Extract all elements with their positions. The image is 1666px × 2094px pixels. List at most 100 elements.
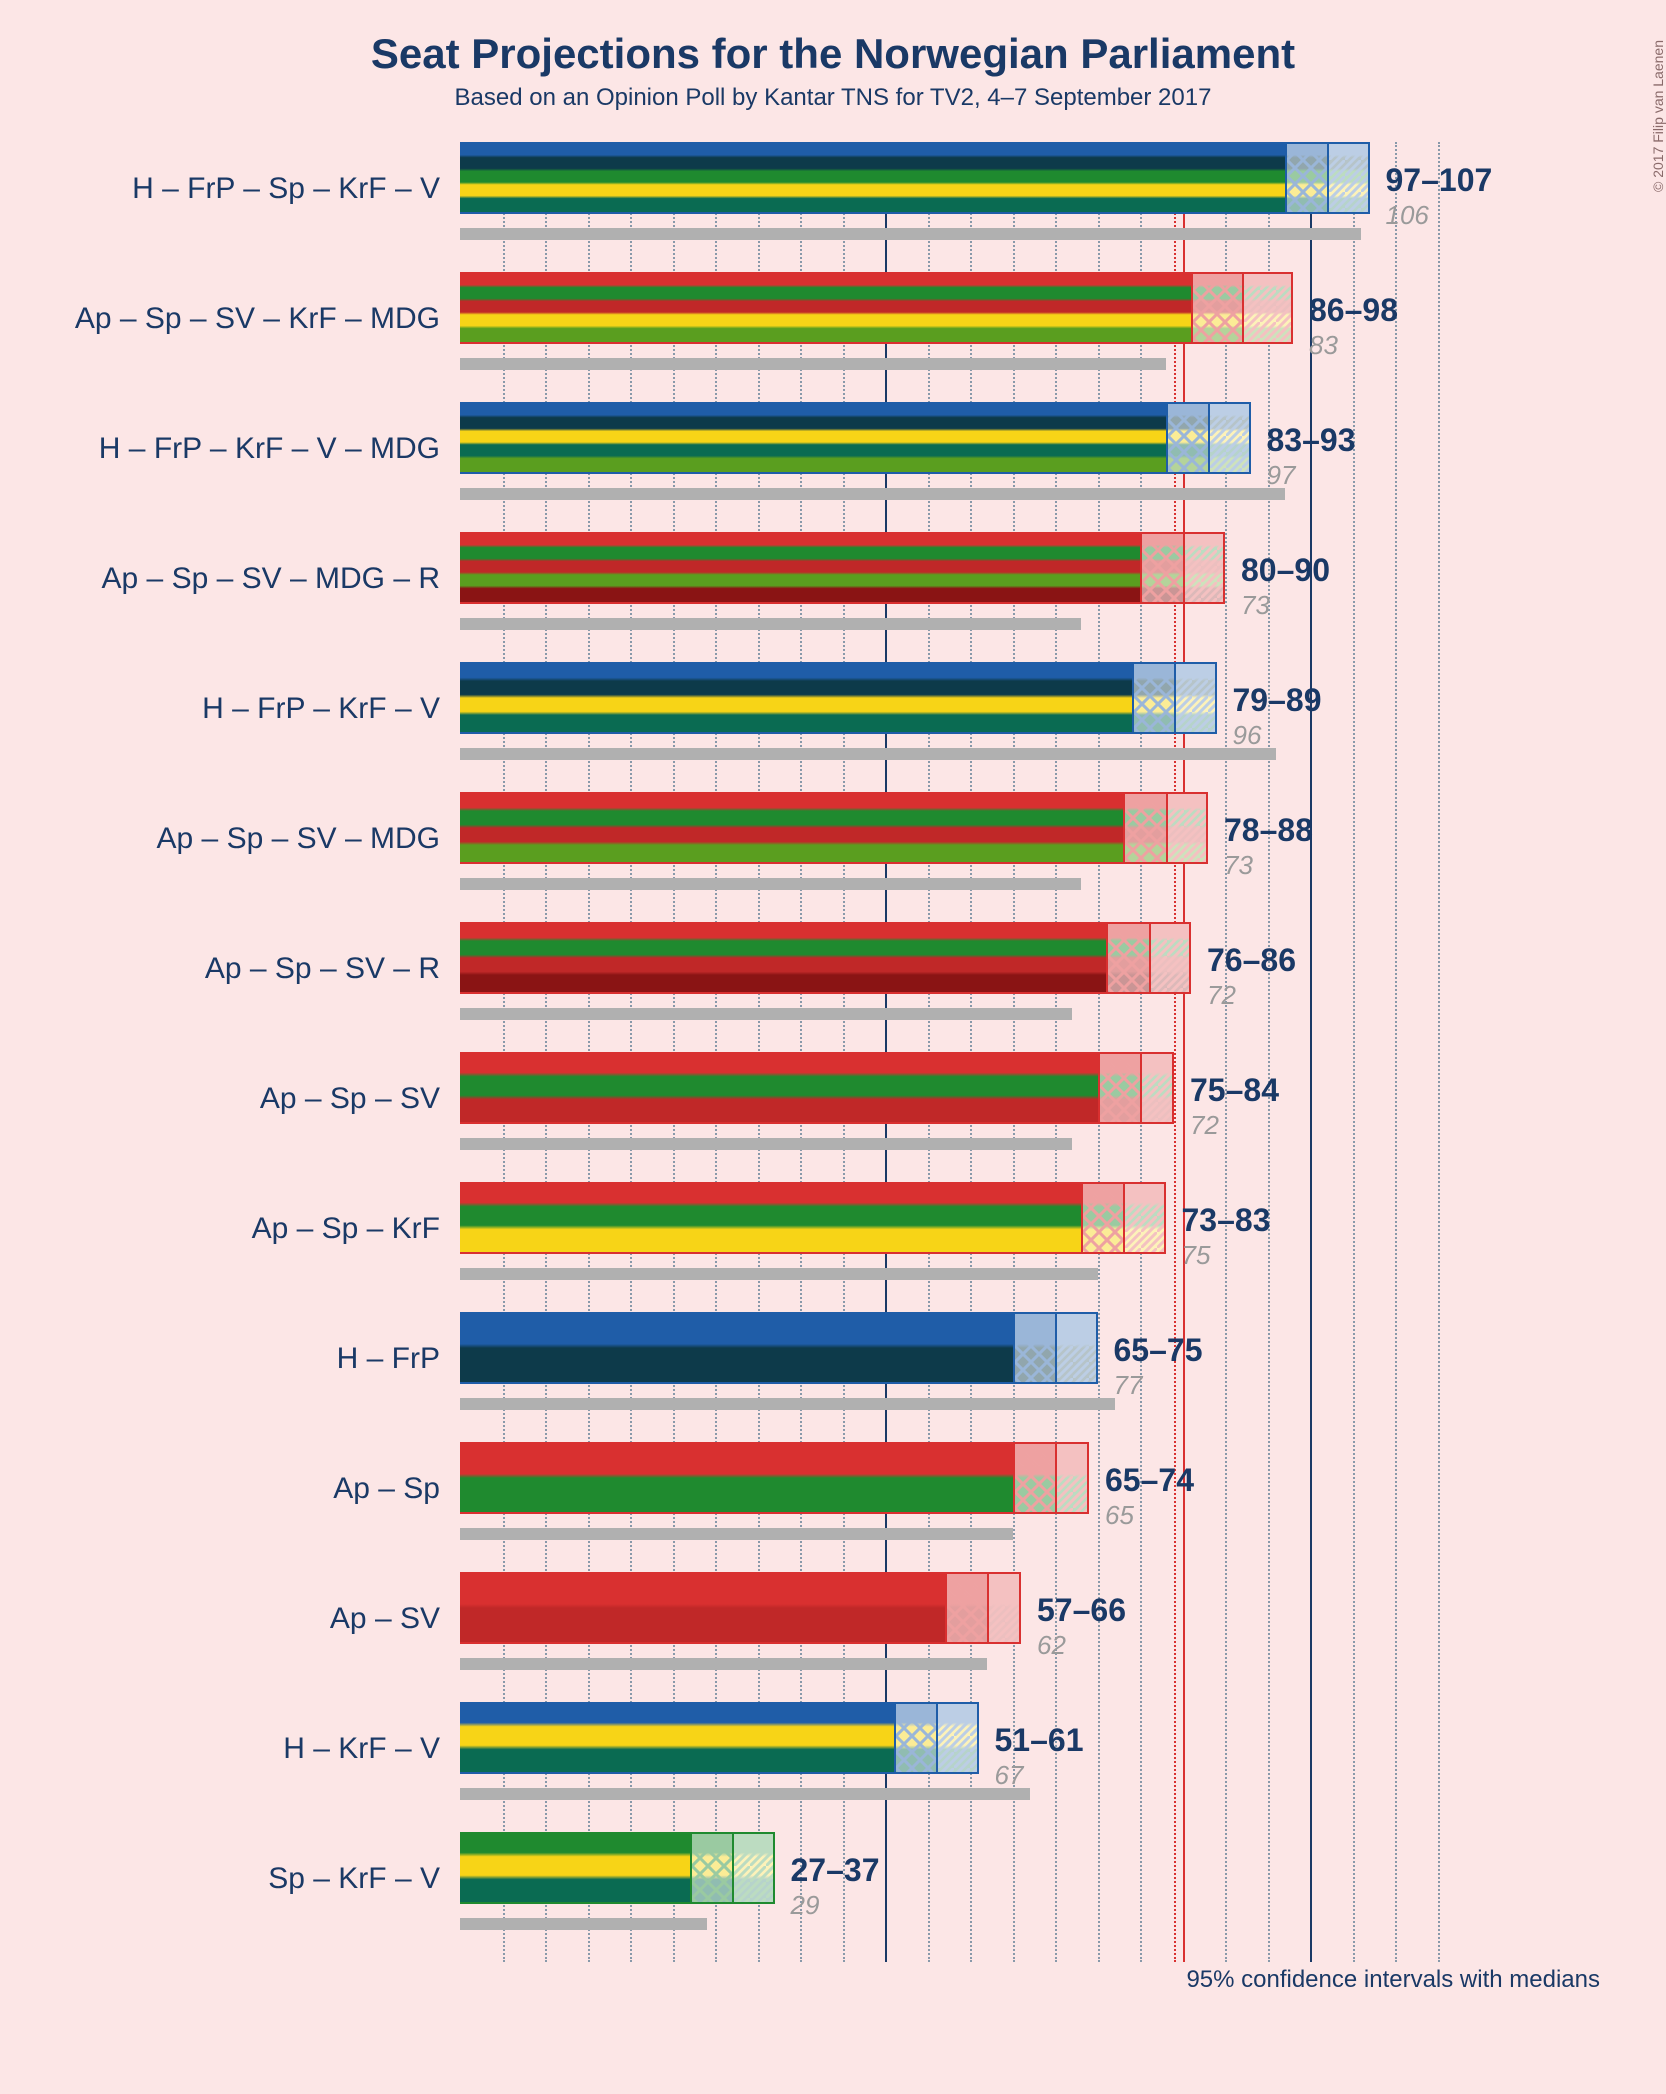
coalition-label: H – FrP – KrF – V xyxy=(40,692,460,726)
copyright-text: © 2017 Filip van Laenen xyxy=(1650,40,1666,192)
previous-value-label: 96 xyxy=(1233,720,1262,751)
bar-ci-upper xyxy=(1123,1182,1166,1254)
range-label: 73–83 xyxy=(1182,1202,1271,1239)
bar-ci-upper xyxy=(1166,792,1209,864)
bar-ci-upper xyxy=(1149,922,1192,994)
coalition-label: Ap – Sp – SV – MDG – R xyxy=(40,562,460,596)
previous-result-bar xyxy=(460,1138,1072,1150)
coalition-label: Sp – KrF – V xyxy=(40,1862,460,1896)
previous-value-label: 75 xyxy=(1182,1240,1211,1271)
range-label: 78–88 xyxy=(1224,812,1313,849)
previous-value-label: 65 xyxy=(1105,1500,1134,1531)
bar-ci-lower xyxy=(1140,532,1183,604)
previous-value-label: 77 xyxy=(1114,1370,1143,1401)
bar-ci-upper xyxy=(936,1702,979,1774)
previous-result-bar xyxy=(460,618,1081,630)
previous-result-bar xyxy=(460,488,1285,500)
coalition-row: Ap – Sp – SV – KrF – MDG86–9883 xyxy=(460,272,1600,392)
coalition-label: Ap – Sp – SV – KrF – MDG xyxy=(40,302,460,336)
bar-ci-upper xyxy=(1327,142,1370,214)
bar-ci-lower xyxy=(1132,662,1175,734)
bar-ci-lower xyxy=(1191,272,1242,344)
bar-ci-lower xyxy=(1123,792,1166,864)
bar-solid xyxy=(460,142,1285,214)
bar-solid xyxy=(460,1572,945,1644)
previous-value-label: 83 xyxy=(1309,330,1338,361)
coalition-label: H – FrP – Sp – KrF – V xyxy=(40,172,460,206)
bar-ci-upper xyxy=(1055,1312,1098,1384)
range-label: 27–37 xyxy=(791,1852,880,1889)
coalition-row: Ap – SV57–6662 xyxy=(460,1572,1600,1692)
bar-ci-lower xyxy=(1166,402,1209,474)
previous-value-label: 73 xyxy=(1224,850,1253,881)
bar-solid xyxy=(460,402,1166,474)
bar-ci-upper xyxy=(987,1572,1021,1644)
bar-solid xyxy=(460,532,1140,604)
bar-ci-lower xyxy=(1013,1312,1056,1384)
bar-solid xyxy=(460,792,1123,864)
previous-value-label: 67 xyxy=(995,1760,1024,1791)
range-label: 97–107 xyxy=(1386,162,1493,199)
bar-ci-lower xyxy=(894,1702,937,1774)
chart-subtitle: Based on an Opinion Poll by Kantar TNS f… xyxy=(40,84,1626,112)
bar-solid xyxy=(460,662,1132,734)
bar-ci-lower xyxy=(1285,142,1328,214)
range-label: 79–89 xyxy=(1233,682,1322,719)
bar-solid xyxy=(460,1702,894,1774)
range-label: 80–90 xyxy=(1241,552,1330,589)
previous-result-bar xyxy=(460,358,1166,370)
bar-ci-lower xyxy=(1098,1052,1141,1124)
previous-value-label: 62 xyxy=(1037,1630,1066,1661)
range-label: 51–61 xyxy=(995,1722,1084,1759)
previous-value-label: 29 xyxy=(791,1890,820,1921)
bar-solid xyxy=(460,1832,690,1904)
range-label: 83–93 xyxy=(1267,422,1356,459)
previous-result-bar xyxy=(460,878,1081,890)
plot-region: H – FrP – Sp – KrF – V97–107106Ap – Sp –… xyxy=(460,142,1600,1962)
coalition-label: Ap – Sp – KrF xyxy=(40,1212,460,1246)
previous-result-bar xyxy=(460,1008,1072,1020)
bar-solid xyxy=(460,1442,1013,1514)
previous-result-bar xyxy=(460,1528,1013,1540)
range-label: 57–66 xyxy=(1037,1592,1126,1629)
coalition-label: H – FrP – KrF – V – MDG xyxy=(40,432,460,466)
bar-ci-lower xyxy=(1013,1442,1056,1514)
coalition-row: Sp – KrF – V27–3729 xyxy=(460,1832,1600,1952)
previous-value-label: 73 xyxy=(1241,590,1270,621)
range-label: 76–86 xyxy=(1207,942,1296,979)
coalition-label: H – KrF – V xyxy=(40,1732,460,1766)
bar-ci-lower xyxy=(690,1832,733,1904)
previous-result-bar xyxy=(460,1918,707,1930)
previous-result-bar xyxy=(460,1788,1030,1800)
previous-result-bar xyxy=(460,1268,1098,1280)
chart-title: Seat Projections for the Norwegian Parli… xyxy=(40,30,1626,78)
bar-ci-upper xyxy=(1055,1442,1089,1514)
coalition-row: H – FrP – KrF – V79–8996 xyxy=(460,662,1600,782)
bar-ci-upper xyxy=(1140,1052,1174,1124)
range-label: 65–75 xyxy=(1114,1332,1203,1369)
bar-solid xyxy=(460,272,1191,344)
bar-ci-upper xyxy=(1183,532,1226,604)
bar-ci-lower xyxy=(1106,922,1149,994)
coalition-row: Ap – Sp – SV75–8472 xyxy=(460,1052,1600,1172)
bar-ci-upper xyxy=(1174,662,1217,734)
chart-area: H – FrP – Sp – KrF – V97–107106Ap – Sp –… xyxy=(460,142,1600,1962)
coalition-label: H – FrP xyxy=(40,1342,460,1376)
bar-solid xyxy=(460,1182,1081,1254)
range-label: 75–84 xyxy=(1190,1072,1279,1109)
coalition-row: H – KrF – V51–6167 xyxy=(460,1702,1600,1822)
bar-solid xyxy=(460,1052,1098,1124)
coalition-row: Ap – Sp – KrF73–8375 xyxy=(460,1182,1600,1302)
bar-solid xyxy=(460,922,1106,994)
previous-value-label: 72 xyxy=(1190,1110,1219,1141)
bar-solid xyxy=(460,1312,1013,1384)
coalition-label: Ap – Sp – SV – MDG xyxy=(40,822,460,856)
coalition-row: Ap – Sp65–7465 xyxy=(460,1442,1600,1562)
coalition-label: Ap – Sp – SV – R xyxy=(40,952,460,986)
bar-ci-lower xyxy=(945,1572,988,1644)
coalition-row: Ap – Sp – SV – MDG – R80–9073 xyxy=(460,532,1600,652)
previous-result-bar xyxy=(460,228,1361,240)
bar-ci-lower xyxy=(1081,1182,1124,1254)
previous-result-bar xyxy=(460,1658,987,1670)
coalition-row: Ap – Sp – SV – R76–8672 xyxy=(460,922,1600,1042)
